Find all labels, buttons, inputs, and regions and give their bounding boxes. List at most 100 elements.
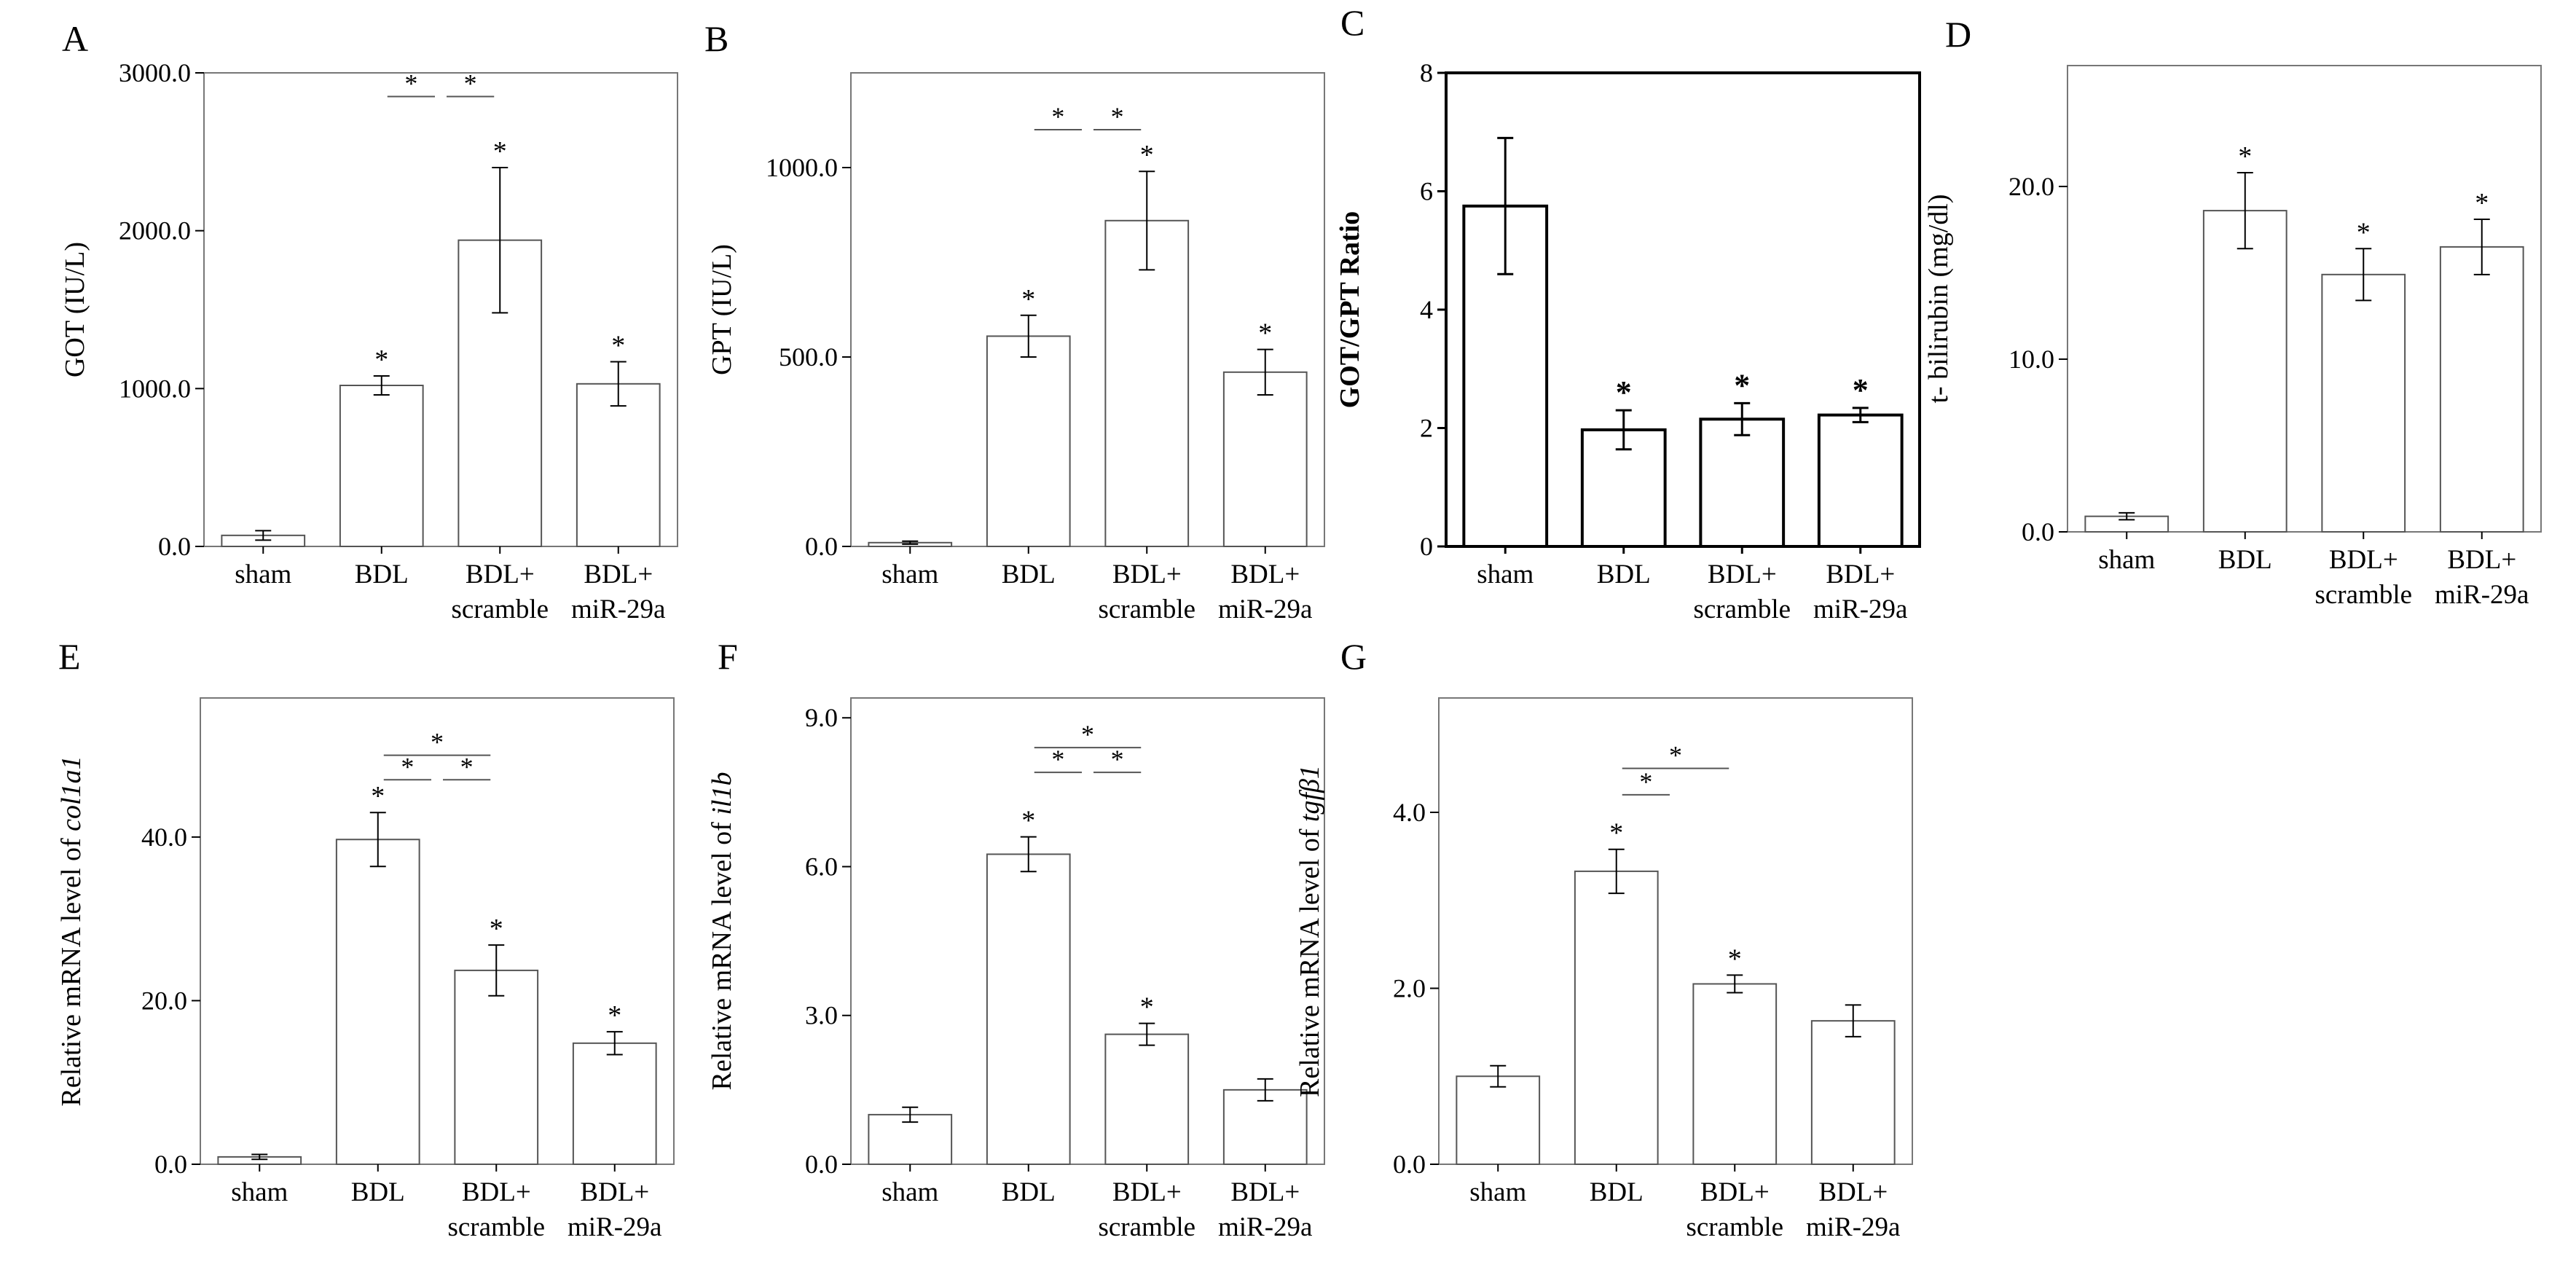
plot-frame (203, 72, 678, 547)
x-category-label-line2: scramble (2314, 580, 2412, 610)
significance-marker: * (371, 781, 385, 812)
y-tick-label: 10.0 (2008, 345, 2054, 374)
y-tick-label: 4.0 (1393, 798, 1426, 827)
x-category-label: sham (231, 1177, 288, 1207)
panel-label: C (1340, 2, 1364, 43)
panel-b: B 0.0 500.0 1000.0 GPT (IU/L) sham * BDL * BDL+ sc… (704, 18, 1325, 624)
y-axis-label: Relative mRNA level of tgfβ1 (1295, 765, 1325, 1097)
x-category-label: BDL (351, 1177, 405, 1207)
y-axis-label-gene: col1a1 (56, 756, 87, 831)
x-category-label-line2: miR-29a (568, 1212, 661, 1242)
y-tick-label: 0.0 (805, 1150, 838, 1179)
y-tick-label: 0.0 (154, 1150, 187, 1179)
y-tick-label: 20.0 (2008, 172, 2054, 201)
panel-label: F (718, 636, 738, 677)
bracket-marker: * (1051, 745, 1064, 774)
x-category-label: BDL+ (580, 1177, 649, 1207)
x-category-label: sham (881, 1177, 938, 1207)
x-category-label-line2: scramble (1693, 595, 1791, 624)
panel-a: A 0.0 1000.0 2000.0 3000.0 GOT (IU/L) sham * BDL… (60, 18, 678, 624)
bar (335, 839, 420, 1165)
panel-label: E (58, 636, 81, 677)
y-axis-label: GPT (IU/L) (707, 244, 737, 375)
y-axis-label: Relative mRNA level of col1a1 (56, 756, 87, 1106)
y-tick-label: 500.0 (779, 342, 838, 372)
panel-label: D (1945, 14, 1971, 55)
x-category-label: BDL (1590, 1177, 1644, 1207)
x-category-label: BDL+ (1818, 1177, 1888, 1207)
x-category-label: BDL (2218, 545, 2272, 575)
significance-marker: * (1609, 818, 1623, 849)
significance-marker: * (1021, 284, 1035, 315)
y-tick-label: 0 (1420, 532, 1433, 561)
x-category-label-line2: miR-29a (1218, 595, 1312, 624)
bar (2439, 246, 2524, 533)
y-tick-label: 9.0 (805, 703, 838, 732)
plot-frame (1438, 697, 1913, 1165)
y-axis-label: t- bilirubin (mg/dl) (1923, 194, 1954, 403)
x-category-label: BDL+ (2447, 545, 2516, 575)
bracket-marker: * (1051, 102, 1064, 131)
bar (2321, 273, 2406, 533)
bar (1222, 1088, 1308, 1165)
bar (1817, 413, 1904, 548)
bar (576, 382, 661, 547)
x-category-label: BDL+ (1708, 560, 1777, 589)
y-axis-label: Relative mRNA level of il1b (707, 772, 737, 1091)
bracket-marker: * (431, 728, 444, 757)
bar (1699, 417, 1786, 548)
significance-marker: * (493, 136, 507, 167)
bar (339, 385, 424, 547)
bracket-marker: * (460, 752, 474, 781)
x-category-label: BDL (1002, 1177, 1056, 1207)
x-category-label: BDL+ (584, 560, 653, 589)
bar (1692, 983, 1778, 1166)
bracket-marker: * (1639, 767, 1652, 796)
bar (1456, 1075, 1541, 1165)
y-tick-label: 2000.0 (119, 216, 191, 246)
significance-marker: * (608, 1000, 621, 1031)
bar (454, 969, 539, 1166)
significance-marker: * (2357, 217, 2371, 248)
x-category-label: BDL+ (1112, 1177, 1182, 1207)
y-tick-label: 1000.0 (119, 374, 191, 403)
plot-frame (200, 697, 675, 1165)
significance-marker: * (1258, 318, 1272, 349)
x-category-label-line2: miR-29a (1218, 1212, 1312, 1242)
y-tick-label: 2.0 (1393, 973, 1426, 1003)
bar (572, 1042, 657, 1166)
significance-marker: * (1734, 367, 1750, 403)
y-tick-label: 8 (1420, 58, 1433, 87)
y-axis-label-gene: tgfβ1 (1295, 765, 1325, 822)
plot-frame (850, 697, 1325, 1165)
bar (986, 335, 1071, 547)
bar (986, 853, 1071, 1166)
significance-marker: * (1140, 140, 1154, 170)
y-tick-label: 0.0 (2022, 517, 2054, 546)
x-category-label: BDL+ (1230, 1177, 1300, 1207)
bracket-marker: * (404, 69, 417, 98)
x-category-label-line2: miR-29a (1813, 595, 1907, 624)
significance-marker: * (490, 914, 503, 944)
panel-g: G 0.0 2.0 4.0 Relative mRNA level of tgfβ1 sh… (1295, 636, 1913, 1242)
x-category-label: sham (2098, 545, 2155, 575)
y-tick-label: 2 (1420, 414, 1433, 443)
significance-marker: * (1616, 374, 1632, 410)
x-category-label: BDL (1597, 560, 1651, 589)
significance-marker: * (1728, 944, 1742, 974)
x-category-label-line2: scramble (1686, 1212, 1783, 1242)
significance-marker: * (1140, 992, 1154, 1023)
bracket-marker: * (1111, 745, 1124, 774)
bar (1104, 1033, 1190, 1166)
significance-marker: * (1021, 806, 1035, 836)
bar (1104, 219, 1190, 547)
significance-marker: * (611, 331, 625, 361)
bracket-marker: * (1081, 720, 1094, 749)
x-category-label: BDL+ (1700, 1177, 1770, 1207)
x-category-label-line2: miR-29a (1806, 1212, 1900, 1242)
x-category-label-line2: scramble (1098, 1212, 1195, 1242)
y-tick-label: 3000.0 (119, 58, 191, 87)
x-category-label-line2: miR-29a (2435, 580, 2529, 610)
panel-label: A (62, 18, 88, 59)
